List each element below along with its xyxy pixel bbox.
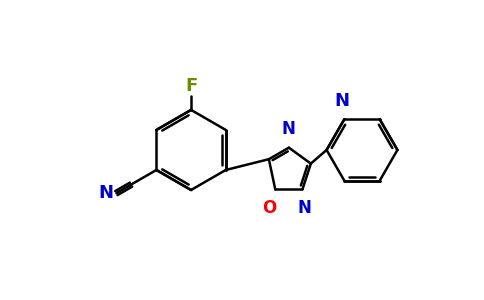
Text: N: N [297, 199, 311, 217]
Text: O: O [262, 199, 276, 217]
Text: F: F [185, 76, 197, 94]
Text: N: N [98, 184, 113, 202]
Text: N: N [282, 120, 296, 138]
Text: N: N [334, 92, 349, 110]
